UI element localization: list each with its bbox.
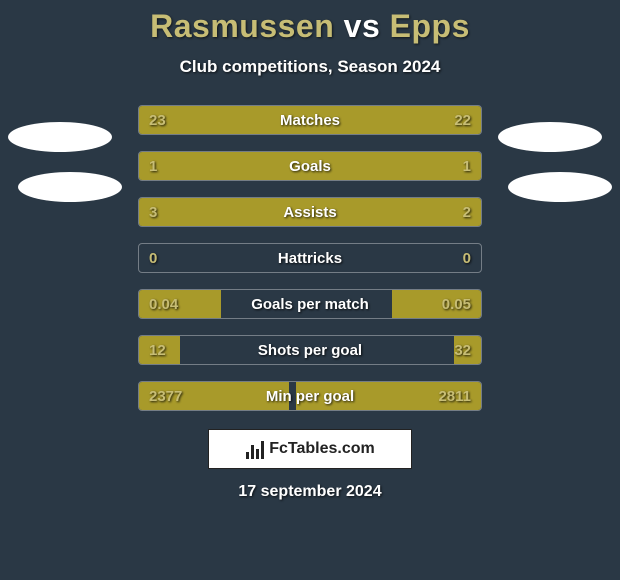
decorative-ellipse: [18, 172, 122, 202]
stat-label: Min per goal: [139, 382, 481, 410]
stat-label: Hattricks: [139, 244, 481, 272]
stat-label: Goals per match: [139, 290, 481, 318]
stat-row: 00Hattricks: [138, 243, 482, 273]
player2-name: Epps: [390, 8, 470, 44]
stat-row: 0.040.05Goals per match: [138, 289, 482, 319]
comparison-card: Rasmussen vs Epps Club competitions, Sea…: [0, 0, 620, 580]
stat-label: Goals: [139, 152, 481, 180]
badge-text: FcTables.com: [269, 440, 375, 458]
stat-label: Matches: [139, 106, 481, 134]
footer-date: 17 september 2024: [0, 483, 620, 501]
stats-list: 2322Matches 11Goals 32Assists 00Hattricks 0.…: [0, 105, 620, 411]
chart-icon: [245, 439, 265, 459]
stat-row: 1232Shots per goal: [138, 335, 482, 365]
decorative-ellipse: [498, 122, 602, 152]
stat-row: 23772811Min per goal: [138, 381, 482, 411]
subtitle: Club competitions, Season 2024: [0, 57, 620, 77]
player1-name: Rasmussen: [150, 8, 334, 44]
stat-label: Shots per goal: [139, 336, 481, 364]
page-title: Rasmussen vs Epps: [0, 8, 620, 45]
source-badge[interactable]: FcTables.com: [208, 429, 412, 469]
stat-label: Assists: [139, 198, 481, 226]
stat-row: 2322Matches: [138, 105, 482, 135]
decorative-ellipse: [8, 122, 112, 152]
decorative-ellipse: [508, 172, 612, 202]
stat-row: 11Goals: [138, 151, 482, 181]
stat-row: 32Assists: [138, 197, 482, 227]
vs-label: vs: [344, 8, 381, 44]
